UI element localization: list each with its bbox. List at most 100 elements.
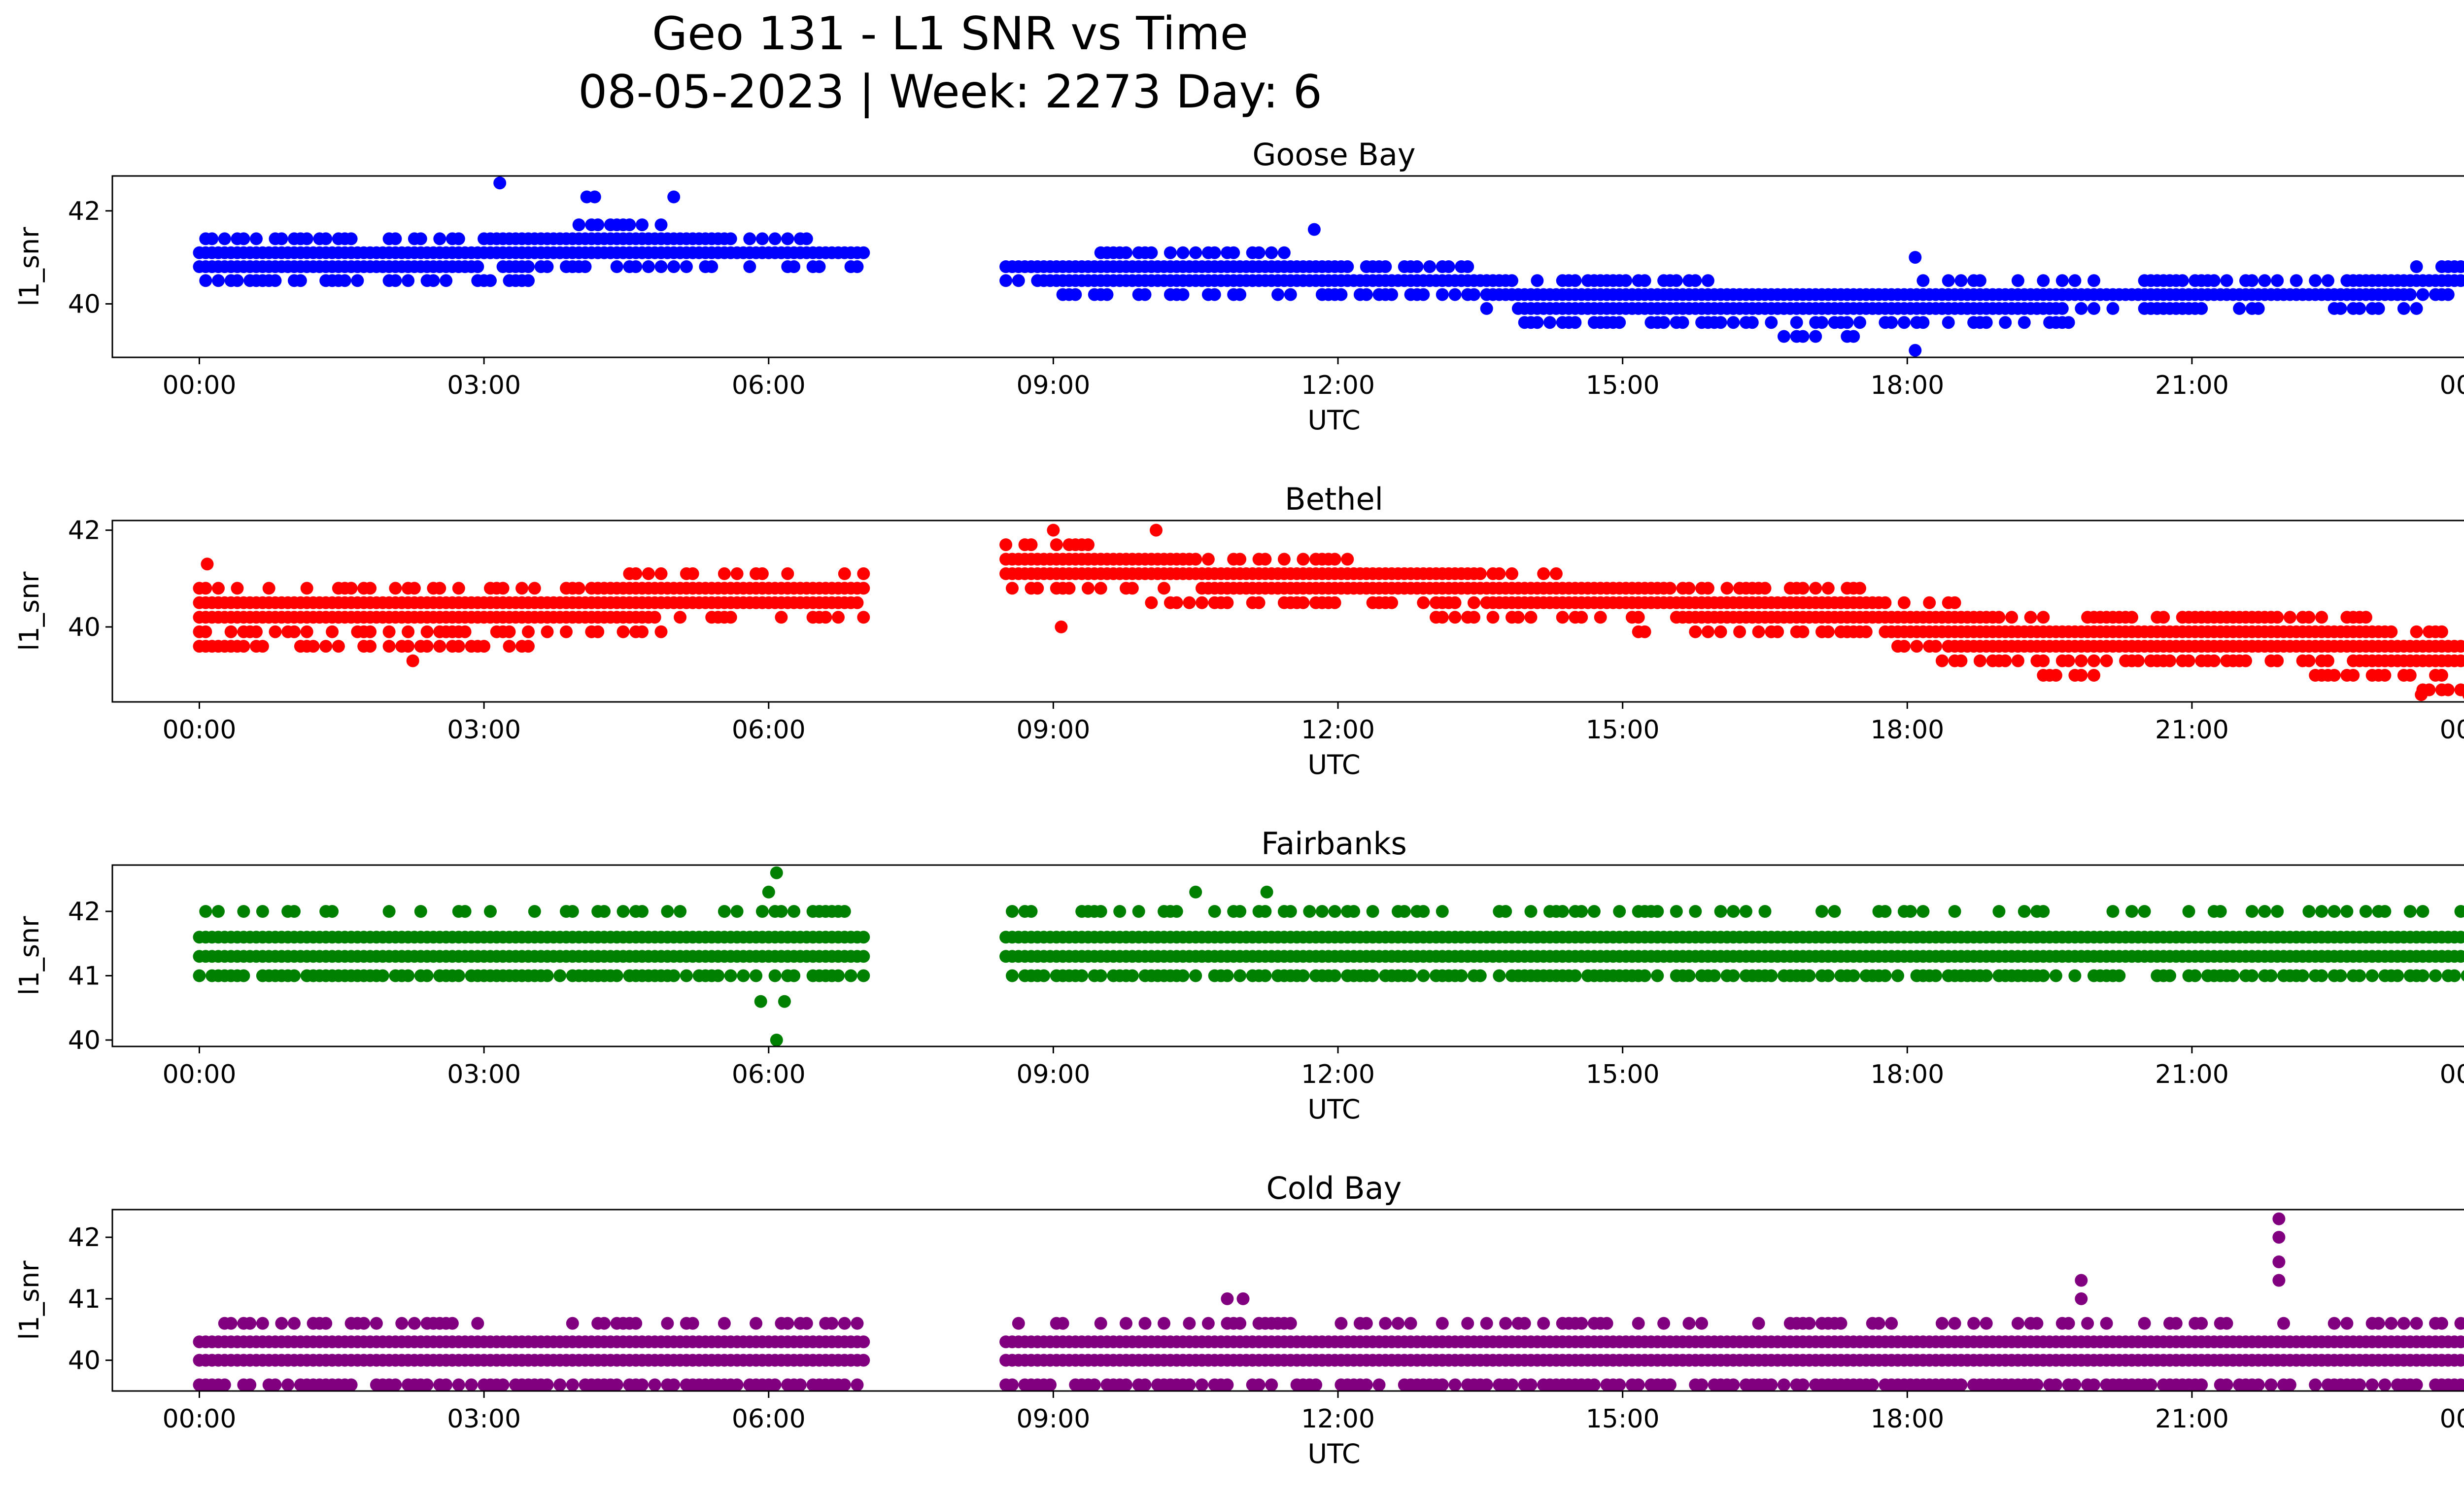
- y-tick-label: 42: [68, 516, 101, 546]
- data-point: [768, 1378, 782, 1391]
- x-tick-label: 06:00: [732, 715, 806, 745]
- data-point: [1632, 611, 1645, 624]
- data-point: [661, 905, 674, 918]
- data-point: [2435, 1317, 2448, 1330]
- data-point: [382, 625, 396, 638]
- data-point: [2441, 683, 2455, 696]
- data-point: [1758, 905, 1772, 918]
- data-point: [2037, 611, 2050, 624]
- data-point: [1252, 596, 1266, 609]
- data-point: [1328, 596, 1341, 609]
- x-tick-label: 00:00: [2440, 715, 2464, 745]
- outlier-point: [406, 654, 419, 667]
- data-point: [2220, 274, 2233, 287]
- data-point: [2011, 654, 2024, 667]
- data-point: [541, 969, 554, 982]
- data-point: [1259, 969, 1272, 982]
- data-point: [598, 905, 611, 918]
- data-point: [2321, 654, 2334, 667]
- data-point: [2075, 654, 2088, 667]
- data-point: [2271, 611, 2284, 624]
- data-point: [1360, 1378, 1373, 1391]
- data-point: [1461, 1317, 1474, 1330]
- data-point: [1233, 905, 1247, 918]
- data-point: [344, 232, 358, 245]
- data-point: [674, 611, 687, 624]
- data-point: [1385, 596, 1399, 609]
- data-point: [1638, 969, 1651, 982]
- data-point: [2340, 1317, 2354, 1330]
- data-point: [1284, 1317, 1297, 1330]
- data-point: [300, 582, 313, 595]
- data-point: [1992, 905, 2006, 918]
- data-point: [781, 232, 794, 245]
- data-point: [357, 1317, 371, 1330]
- data-point: [616, 905, 630, 918]
- data-point: [288, 625, 301, 638]
- data-point: [2233, 302, 2246, 315]
- data-point: [1651, 969, 1664, 982]
- figure-title-line1: Geo 131 - L1 SNR vs Time: [652, 7, 1248, 60]
- data-point: [1328, 969, 1341, 982]
- data-point: [2271, 905, 2284, 918]
- data-point: [2378, 1378, 2392, 1391]
- data-point: [1632, 1378, 1645, 1391]
- data-point: [1834, 1317, 1848, 1330]
- data-point: [654, 218, 668, 232]
- data-point: [1638, 274, 1651, 287]
- data-point: [1297, 969, 1310, 982]
- data-point: [275, 1317, 288, 1330]
- data-point: [2106, 905, 2120, 918]
- data-point: [484, 905, 497, 918]
- x-tick-label: 03:00: [447, 1060, 521, 1089]
- data-point: [402, 640, 415, 653]
- outlier-point: [1047, 523, 1060, 537]
- data-point: [212, 905, 225, 918]
- data-point: [2264, 969, 2278, 982]
- data-point: [737, 969, 750, 982]
- data-point: [541, 625, 554, 638]
- data-point: [2435, 669, 2448, 682]
- data-point: [1999, 654, 2012, 667]
- data-point: [1164, 246, 1177, 259]
- data-point: [591, 625, 605, 638]
- data-point: [1132, 905, 1145, 918]
- outlier-point: [2075, 1274, 2088, 1287]
- data-point: [2353, 302, 2366, 315]
- data-point: [2461, 275, 2464, 286]
- data-point: [857, 969, 870, 982]
- data-point: [1745, 316, 1759, 329]
- panel-title: Bethel: [1285, 481, 1383, 517]
- data-point: [654, 567, 668, 580]
- data-point: [452, 640, 465, 653]
- data-point: [458, 905, 472, 918]
- data-point: [1448, 1378, 1462, 1391]
- panel-2: Fairbanks 00:00 03:00 06:00 09:00 12:00 15:00 1…: [14, 826, 2464, 1125]
- data-point: [857, 950, 870, 963]
- data-point: [250, 625, 263, 638]
- data-point: [231, 582, 244, 595]
- data-point: [1695, 1317, 1709, 1330]
- data-point: [1670, 274, 1683, 287]
- data-point: [680, 969, 693, 982]
- data-point: [1954, 1378, 1968, 1391]
- data-point: [262, 582, 275, 595]
- data-point: [686, 567, 699, 580]
- data-point: [1714, 625, 1727, 638]
- data-point: [1771, 625, 1784, 638]
- data-point: [1265, 246, 1278, 259]
- x-tick-label: 09:00: [1016, 371, 1090, 400]
- data-point: [1575, 905, 1588, 918]
- data-point: [1733, 625, 1746, 638]
- scatter-points: [193, 176, 2464, 357]
- data-point: [1948, 1317, 1961, 1330]
- data-point: [2258, 905, 2271, 918]
- data-point: [1765, 969, 1778, 982]
- data-point: [1531, 274, 1544, 287]
- outlier-point: [762, 885, 775, 899]
- outlier-point: [1307, 223, 1321, 236]
- data-point: [2309, 1378, 2322, 1391]
- data-point: [503, 640, 516, 653]
- data-point: [294, 274, 307, 287]
